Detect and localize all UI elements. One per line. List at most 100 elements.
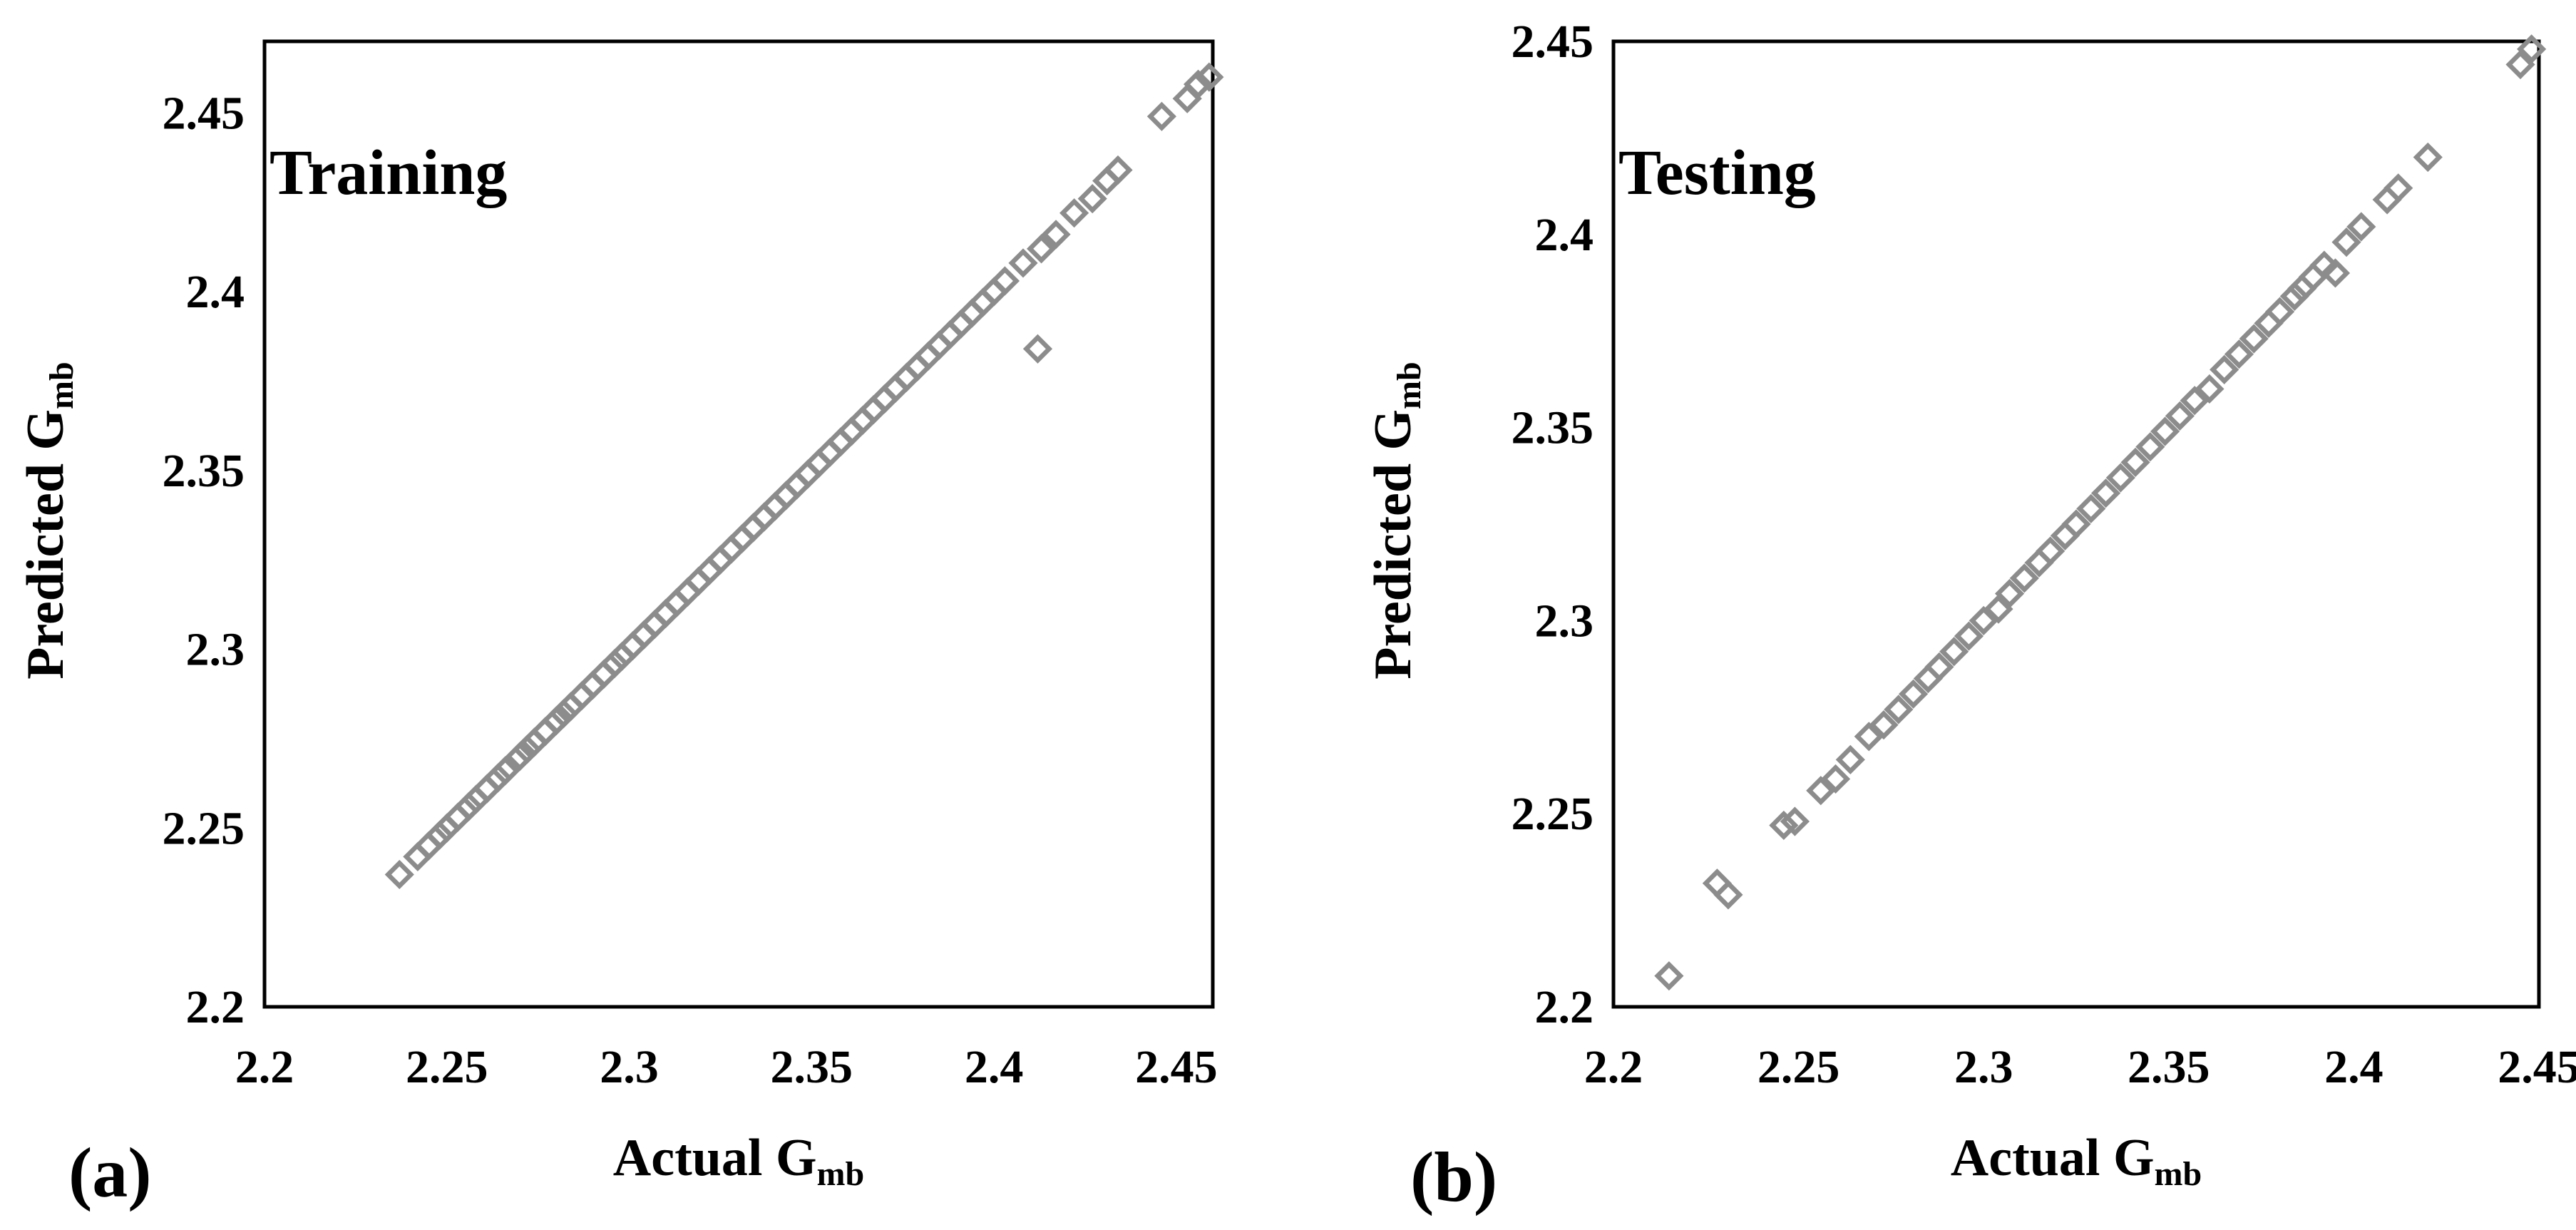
y-tick-label: 2.3 xyxy=(1535,595,1594,647)
data-point-marker xyxy=(2061,509,2091,539)
data-point-marker xyxy=(1898,679,1929,709)
data-point-marker xyxy=(2383,173,2413,203)
x-tick-label: 2.3 xyxy=(600,1041,659,1093)
x-axis-title-main: Actual G xyxy=(1951,1129,2155,1187)
x-axis-title-testing: Actual Gmb xyxy=(1951,1129,2202,1193)
data-point-marker xyxy=(2309,250,2339,280)
data-point-marker xyxy=(1041,220,1071,250)
panel-title-testing: Testing xyxy=(1618,138,1816,208)
data-point-marker xyxy=(1026,234,1057,264)
y-axis-title-training: Predicted Gmb xyxy=(16,362,81,680)
plot-frame-testing xyxy=(1611,39,2541,1009)
data-point-marker xyxy=(2239,324,2269,354)
data-point-marker xyxy=(2180,386,2210,416)
data-point-marker xyxy=(1994,578,2025,609)
y-tick-label: 2.4 xyxy=(186,266,245,318)
x-tick-labels-testing: 2.2 2.25 2.3 2.35 2.4 2.45 xyxy=(1584,1041,2576,1093)
data-point-marker xyxy=(1769,810,1799,841)
data-point-marker xyxy=(1969,605,1998,635)
data-point-marker xyxy=(1884,695,1914,724)
data-point-marker xyxy=(2036,536,2066,566)
data-points-training xyxy=(384,62,1224,890)
y-axis-title-subscript: mb xyxy=(43,362,81,409)
data-point-marker xyxy=(1780,806,1810,836)
y-tick-label: 2.45 xyxy=(1512,16,1594,68)
data-point-marker xyxy=(1194,62,1224,92)
y-axis-title-subscript: mb xyxy=(1390,362,1428,409)
y-tick-label: 2.4 xyxy=(1535,209,1594,261)
data-point-marker xyxy=(505,742,535,772)
panel-testing: 2.2 2.25 2.3 2.35 2.4 2.45 2.2 2.25 2.3 2.35 2.4 2… xyxy=(1364,16,2576,1216)
data-point-marker xyxy=(2165,401,2195,431)
x-tick-label: 2.4 xyxy=(965,1041,1024,1093)
y-tick-label: 2.2 xyxy=(1535,981,1594,1033)
data-point-marker xyxy=(2105,463,2135,493)
data-points-testing xyxy=(1654,34,2547,991)
data-point-marker xyxy=(548,699,579,729)
data-point-marker xyxy=(1008,248,1038,278)
data-point-marker xyxy=(1059,198,1089,228)
panel-title-training: Training xyxy=(270,138,507,208)
data-point-marker xyxy=(453,791,484,821)
data-point-marker xyxy=(2413,142,2443,173)
x-axis-title-main: Actual G xyxy=(613,1129,817,1187)
y-tick-label: 2.35 xyxy=(1512,402,1594,454)
data-point-marker xyxy=(2320,258,2351,288)
data-point-marker xyxy=(424,820,455,850)
y-tick-label: 2.35 xyxy=(163,445,245,497)
data-point-marker xyxy=(2517,34,2547,64)
y-tick-label: 2.25 xyxy=(163,802,245,854)
y-tick-label: 2.3 xyxy=(186,624,245,676)
data-point-marker xyxy=(2279,281,2309,312)
x-tick-label: 2.2 xyxy=(235,1041,294,1093)
x-tick-label: 2.35 xyxy=(2128,1041,2210,1093)
y-tick-label: 2.25 xyxy=(1512,788,1594,840)
data-point-marker xyxy=(1984,594,2013,624)
data-point-marker xyxy=(1869,710,1899,740)
data-point-marker xyxy=(1806,776,1836,806)
panel-training: 2.22.252.32.352.42.45 2.2 2.25 2.3 2.35 2.4 2… xyxy=(16,39,1224,1212)
data-point-marker xyxy=(2195,374,2225,404)
x-tick-label: 2.2 xyxy=(1584,1041,1643,1093)
data-point-marker xyxy=(1146,101,1176,131)
y-axis-title-testing: Predicted Gmb xyxy=(1364,362,1428,680)
data-point-marker xyxy=(1077,184,1107,214)
x-axis-title-subscript: mb xyxy=(2155,1155,2202,1193)
y-tick-labels-testing: 2.2 2.25 2.3 2.35 2.4 2.45 xyxy=(1512,16,1594,1033)
data-point-marker xyxy=(512,734,542,764)
data-point-marker xyxy=(1939,637,1969,667)
y-tick-labels-training: 2.2 2.25 2.3 2.35 2.4 2.45 xyxy=(163,87,245,1033)
x-tick-label: 2.25 xyxy=(1757,1041,1840,1093)
data-point-marker xyxy=(1854,722,1884,752)
data-point-marker xyxy=(2076,493,2106,523)
data-point-marker xyxy=(541,706,571,736)
data-point-marker xyxy=(2331,227,2361,257)
data-point-marker xyxy=(1713,880,1743,910)
data-point-marker xyxy=(1835,744,1865,774)
plot-frame-training xyxy=(262,39,1215,1009)
data-point-marker xyxy=(2224,339,2254,369)
data-point-marker xyxy=(2346,212,2376,242)
x-tick-label: 2.3 xyxy=(1954,1041,2013,1093)
x-tick-label: 2.45 xyxy=(2498,1041,2576,1093)
y-axis-title-main: Predicted G xyxy=(16,409,75,680)
y-tick-label: 2.2 xyxy=(186,981,245,1033)
data-point-marker xyxy=(2135,432,2165,462)
panel-tag-b: (b) xyxy=(1410,1137,1497,1216)
x-axis-title-subscript: mb xyxy=(817,1155,865,1193)
data-point-marker xyxy=(600,648,630,679)
x-tick-label: 2.25 xyxy=(406,1041,488,1093)
data-point-marker xyxy=(2009,563,2039,593)
x-axis-title-training: Actual Gmb xyxy=(613,1129,864,1193)
data-point-marker xyxy=(990,266,1020,296)
data-point-marker xyxy=(2090,478,2121,508)
data-point-marker xyxy=(483,763,513,793)
data-point-marker xyxy=(1654,961,1684,991)
data-point-marker xyxy=(1954,621,1984,651)
data-point-marker xyxy=(384,859,414,890)
y-axis-title-main: Predicted G xyxy=(1364,409,1422,680)
data-point-marker xyxy=(491,756,520,786)
x-tick-label: 2.35 xyxy=(771,1041,853,1093)
